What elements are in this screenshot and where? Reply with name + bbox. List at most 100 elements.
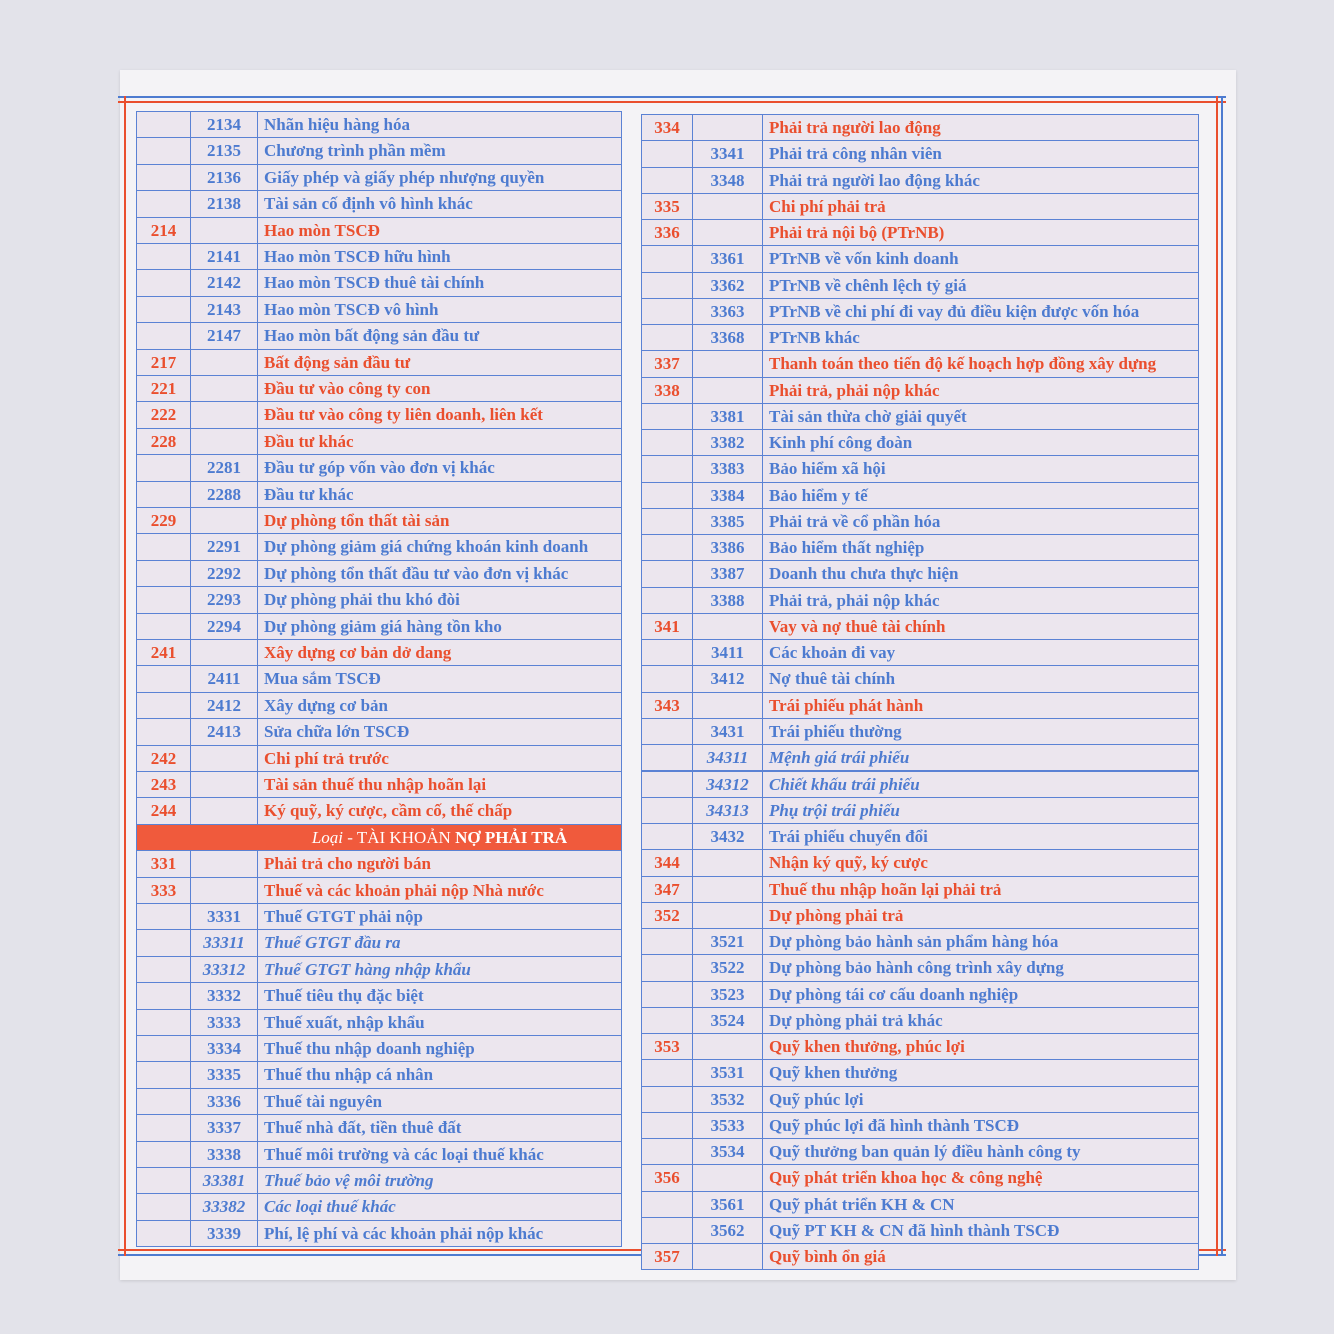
account-name: Thanh toán theo tiến độ kế hoạch hợp đồn… (762, 350, 1199, 378)
account-code (136, 1114, 191, 1142)
account-code (136, 903, 191, 931)
subaccount-code: 3531 (692, 1059, 763, 1087)
border-line (118, 101, 1226, 103)
subaccount-code: 33381 (190, 1167, 258, 1195)
subaccount-code: 3532 (692, 1085, 763, 1113)
account-code: 335 (641, 192, 693, 221)
account-name: Vay và nợ thuê tài chính (762, 612, 1199, 641)
account-code (641, 770, 693, 798)
subaccount-code (692, 1033, 763, 1061)
account-name: Hao mòn TSCĐ vô hình (257, 295, 622, 324)
account-code (641, 823, 693, 851)
subaccount-code: 3337 (190, 1114, 258, 1142)
account-name: Nợ thuê tài chính (762, 665, 1199, 693)
account-name: Dự phòng phải thu khó đòi (257, 586, 622, 614)
account-name: Trái phiếu chuyển đổi (762, 823, 1199, 851)
account-code (136, 1167, 191, 1195)
subaccount-code (190, 507, 258, 535)
subaccount-code (692, 350, 763, 378)
account-code: 352 (641, 901, 693, 930)
account-code: 344 (641, 849, 693, 877)
account-code (136, 454, 191, 482)
account-code (641, 1085, 693, 1113)
account-name: Chi phí phải trả (762, 192, 1199, 221)
subaccount-code: 3431 (692, 717, 763, 746)
account-code: 242 (136, 744, 191, 772)
account-code (136, 929, 191, 957)
account-name: Thuế thu nhập hoãn lại phải trả (762, 875, 1199, 903)
account-code: 217 (136, 348, 191, 376)
account-name: Xây dựng cơ bản dở dang (257, 639, 622, 667)
account-code (136, 322, 191, 350)
account-code: 356 (641, 1164, 693, 1192)
account-name: Phải trả người lao động (762, 114, 1199, 142)
account-name: Thuế nhà đất, tiền thuê đất (257, 1114, 622, 1142)
account-code: 357 (641, 1243, 693, 1271)
account-name: Quỹ phát triển khoa học & công nghệ (762, 1164, 1199, 1192)
account-name: Xây dựng cơ bản (257, 691, 622, 720)
account-code (136, 982, 191, 1010)
account-code: 221 (136, 375, 191, 403)
account-code (641, 928, 693, 956)
account-name: Mệnh giá trái phiếu (762, 744, 1199, 772)
account-code (641, 1138, 693, 1166)
account-name: Các khoản đi vay (762, 639, 1199, 667)
account-name: Thuế tiêu thụ đặc biệt (257, 982, 622, 1010)
account-name: Đầu tư vào công ty liên doanh, liên kết (257, 401, 622, 429)
account-name: Phải trả, phải nộp khác (762, 376, 1199, 404)
account-code (641, 954, 693, 982)
account-name: Quỹ phúc lợi đã hình thành TSCĐ (762, 1111, 1199, 1140)
subaccount-code: 3381 (692, 402, 763, 431)
subaccount-code: 3386 (692, 534, 763, 562)
account-name: Đầu tư khác (257, 427, 622, 456)
subaccount-code: 3362 (692, 271, 763, 299)
subaccount-code: 2292 (190, 559, 258, 588)
subaccount-code: 3338 (190, 1140, 258, 1168)
account-code (641, 639, 693, 667)
account-code (641, 271, 693, 299)
account-code: 214 (136, 216, 191, 244)
account-code (641, 665, 693, 693)
subaccount-code: 2293 (190, 586, 258, 614)
account-name: Dự phòng tổn thất tài sản (257, 507, 622, 535)
subaccount-code: 3562 (692, 1216, 763, 1245)
subaccount-code (692, 1164, 763, 1192)
account-code: 338 (641, 376, 693, 404)
account-name: Hao mòn TSCĐ thuê tài chính (257, 269, 622, 297)
account-name: Quỹ PT KH & CN đã hình thành TSCĐ (762, 1216, 1199, 1245)
account-name: Dự phòng bảo hành công trình xây dựng (762, 954, 1199, 982)
account-name: Trái phiếu thường (762, 717, 1199, 746)
subaccount-code: 3385 (692, 507, 763, 536)
account-name: Tài sản cố định vô hình khác (257, 190, 622, 218)
account-code (641, 140, 693, 168)
subaccount-code (190, 427, 258, 456)
subaccount-code: 3363 (692, 297, 763, 326)
account-name: Ký quỹ, ký cược, cầm cố, thế chấp (257, 797, 622, 825)
account-code (136, 1008, 191, 1036)
account-name: Quỹ bình ổn giá (762, 1243, 1199, 1271)
account-code (136, 586, 191, 614)
account-code (136, 295, 191, 324)
border-line (118, 96, 1226, 98)
account-code: 334 (641, 114, 693, 142)
account-code (136, 1087, 191, 1116)
account-name: PTrNB khác (762, 324, 1199, 352)
subaccount-code: 3331 (190, 903, 258, 931)
account-code: 347 (641, 875, 693, 903)
account-name: PTrNB về vốn kinh doanh (762, 245, 1199, 273)
account-name: Dự phòng tái cơ cấu doanh nghiệp (762, 980, 1199, 1008)
border-line (124, 96, 126, 1256)
subaccount-code: 2135 (190, 137, 258, 165)
subaccount-code: 3335 (190, 1061, 258, 1089)
account-name: Hao mòn bất động sản đầu tư (257, 322, 622, 350)
account-name: Thuế thu nhập cá nhân (257, 1061, 622, 1089)
account-code: 343 (641, 691, 693, 719)
account-name: Phải trả, phải nộp khác (762, 586, 1199, 614)
subaccount-code (190, 401, 258, 429)
subaccount-code: 3387 (692, 560, 763, 588)
account-name: Phải trả về cổ phần hóa (762, 507, 1199, 536)
subaccount-code: 34312 (692, 770, 763, 798)
subaccount-code: 3348 (692, 166, 763, 194)
subaccount-code: 33311 (190, 929, 258, 957)
